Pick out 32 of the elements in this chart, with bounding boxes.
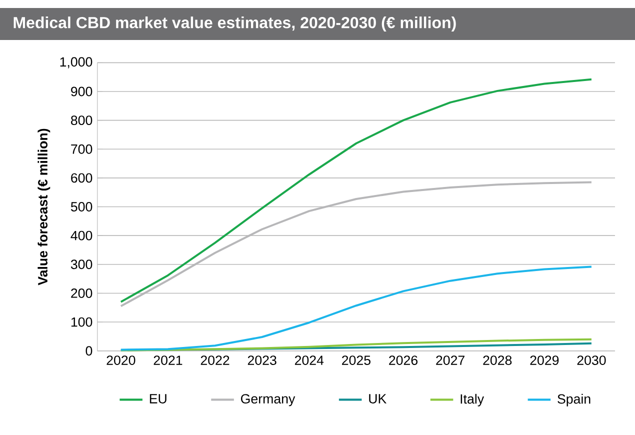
y-tick-label: 300	[70, 260, 92, 270]
y-tick-label: 600	[71, 173, 92, 183]
y-tick-label: 800	[71, 116, 92, 126]
y-tick-label: 500	[70, 202, 92, 212]
x-tick-label: 2021	[154, 356, 182, 366]
line-series	[120, 181, 592, 308]
y-tick-label: 900	[71, 86, 92, 96]
legend-label: UK	[369, 394, 386, 404]
x-tick-label: 2025	[342, 356, 370, 366]
legend-label: Germany	[240, 394, 296, 406]
x-tick-label: 2027	[436, 356, 464, 366]
x-tick-label: 2023	[248, 356, 276, 366]
y-tick-label: 0	[86, 346, 92, 356]
x-tick-label: 2024	[294, 356, 324, 366]
line-series	[120, 266, 592, 351]
y-tick-label: 100	[71, 317, 92, 327]
y-tick-label: 1,000	[60, 57, 92, 68]
line-series	[120, 78, 592, 303]
x-tick-label: 2020	[106, 356, 136, 366]
y-axis-title: Value forecast (€ million)	[38, 128, 50, 286]
x-tick-label: 2029	[530, 356, 559, 366]
legend-label: Italy	[460, 394, 484, 406]
y-tick-label: 700	[71, 144, 92, 154]
x-tick-label: 2026	[389, 356, 418, 366]
y-tick-label: 400	[70, 230, 92, 240]
x-tick-label: 2030	[577, 356, 606, 366]
x-tick-label: 2022	[200, 356, 230, 366]
x-tick-label: 2028	[483, 356, 512, 366]
chart-title: Medical CBD market value estimates, 2020-2030 (€ million)	[14, 16, 456, 32]
y-tick-label: 200	[71, 288, 92, 298]
legend-label: EU	[150, 394, 166, 404]
legend-label: Spain	[558, 394, 590, 406]
